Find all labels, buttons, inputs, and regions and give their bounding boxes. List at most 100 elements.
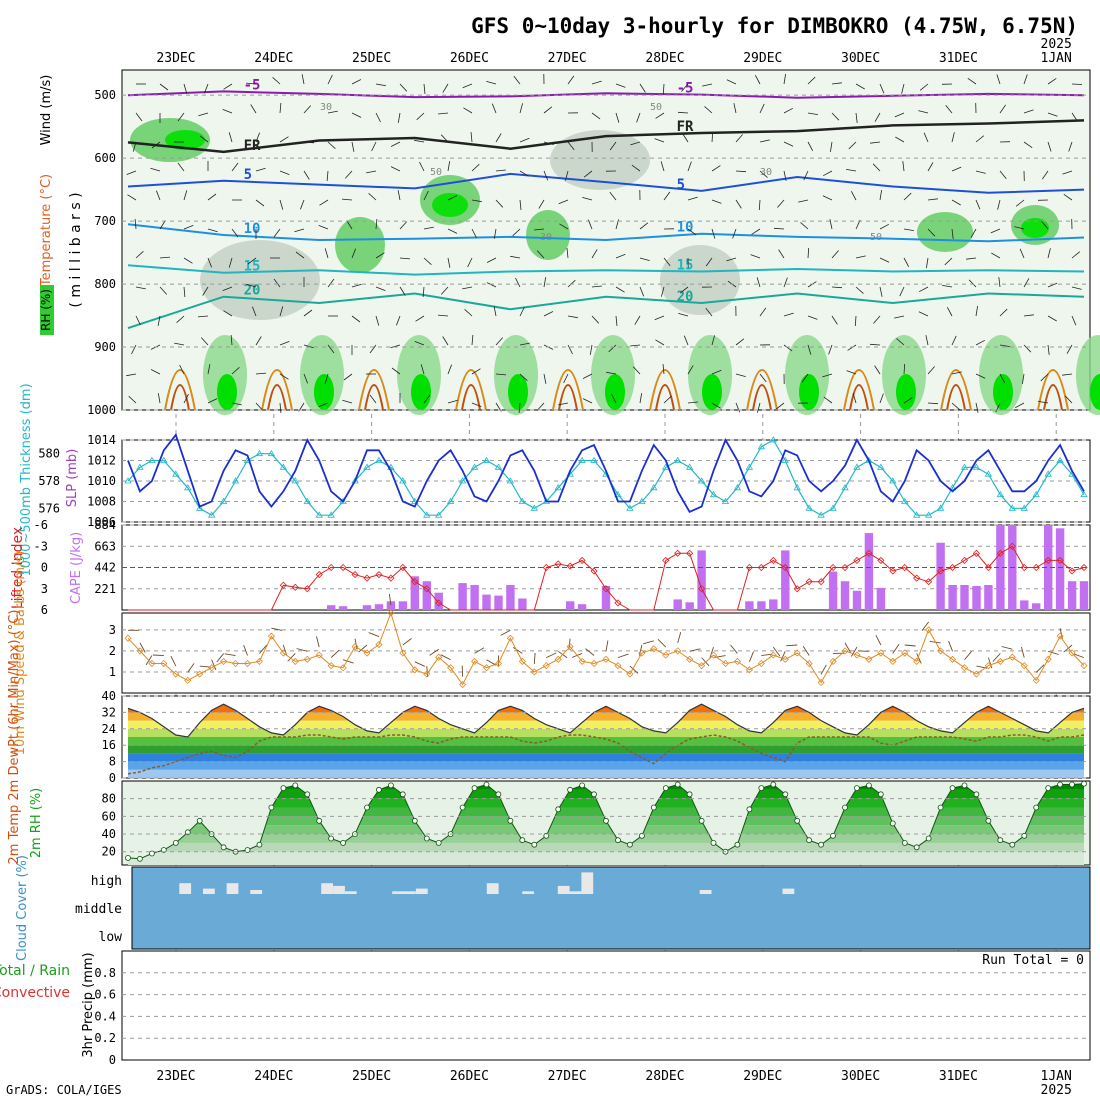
bottom-date-label: 29DEC [743,1069,782,1084]
wind-speed-point [363,649,371,657]
rh-point [794,817,801,824]
temperature-band [128,712,1084,721]
cape-bar [494,595,503,610]
precip-tick-label: 0.6 [94,988,116,1002]
wind-barb [423,190,429,201]
y-tick-label: 1010 [87,474,116,488]
wind-barb [197,315,209,318]
wind-barb [326,170,329,182]
top-date-label: 26DEC [450,51,489,66]
temperature-contour-label: 5 [244,167,252,183]
rh-point [459,804,466,811]
temperature-band [128,737,1084,746]
wind-barb [183,257,193,264]
wind-barb [822,373,833,378]
wind-barb [872,163,881,172]
wind-speed-point [1020,662,1028,670]
wind-barb [327,278,335,288]
wind-barb [903,228,914,231]
thickness-point [1080,490,1088,498]
wind-speed-point [721,659,730,668]
wind-barb [903,192,912,201]
wind-speed-point [614,662,622,670]
precip-frame [121,950,1091,1061]
surface-wind-barb [546,652,557,659]
wind-barb [632,366,641,375]
cape-tick-label: 884 [94,518,116,532]
wind-speed-point [1056,632,1064,640]
wind-barb [519,199,522,210]
cape-bar [422,581,431,610]
wind-barb [927,228,936,237]
wind-barb [351,79,362,85]
wind-speed-point [793,649,801,657]
thickness-point [434,511,443,518]
thickness-point [315,511,323,518]
wind-barb [919,286,929,293]
wind-barb [1022,373,1025,384]
wind-barb [228,132,233,143]
wind-barb [447,195,458,201]
y-tick-label: 3 [109,623,116,637]
wind-barb [639,83,646,93]
wind-barb [464,309,473,317]
wind-barb [375,252,385,259]
wind-speed-point [972,670,981,678]
lifted-index-point [1008,542,1016,550]
temperature-contour-25 [649,369,681,411]
wind-barb [543,277,547,288]
wind-barb [855,83,865,90]
surface-wind-barb [402,638,412,646]
wind-barb [846,370,857,375]
rh-fill-area [165,130,205,150]
wind-barb [132,141,137,152]
cloud-cover-bar [179,883,192,894]
wind-barb [1047,112,1058,117]
surface-wind-barb [992,653,1001,662]
wind-barb [639,393,643,404]
wind-barb [327,344,335,354]
temperature-contour-30 [170,384,190,411]
wind-barb [543,141,554,145]
wind-barb [654,138,665,143]
thickness-point [303,497,311,504]
temperature-contour-25 [1037,369,1069,411]
wind-barb [831,82,842,85]
surface-wind-barb [211,659,217,671]
wind-speed-point [698,662,706,670]
bottom-date-label: 31DEC [939,1069,978,1084]
wind-barb [662,83,665,95]
cape-tick-label: 663 [94,539,116,553]
wind-barb [918,110,929,114]
y-tick-label: 60 [102,809,116,823]
wind-barb [591,249,598,259]
surface-wind-barb [844,642,851,653]
y-tick-label: 0 [109,771,116,785]
rh-fill-area [335,217,385,273]
wind-speed-point [160,659,168,668]
wind-barb [375,218,378,230]
wind-barb [252,306,257,317]
precip-tick-label: 0.4 [94,1009,116,1023]
rh-point [603,817,609,824]
wind-barb [255,167,266,172]
bottom-date-label: 26DEC [450,1069,489,1084]
wind-barb [183,286,186,298]
wind-10m-panel: 1 2 3 10m Wind Speed & Barbs (m/s) [13,551,1091,755]
cloud-cover-frame [131,866,1091,950]
wind-barb [591,285,602,288]
wind-barb [951,371,962,375]
cape-bar [876,587,886,610]
wind-barb [519,342,530,346]
wind-barb [447,399,458,404]
wind-barb [591,80,602,85]
wind-barb [733,103,737,114]
wind-barb [131,344,137,355]
wind-barb [135,251,144,259]
temperature-contour-30 [849,384,869,411]
wind-barb [493,306,497,317]
lifted-index-point [841,563,849,572]
wind-barb [756,277,761,288]
cape-bar [470,585,479,610]
